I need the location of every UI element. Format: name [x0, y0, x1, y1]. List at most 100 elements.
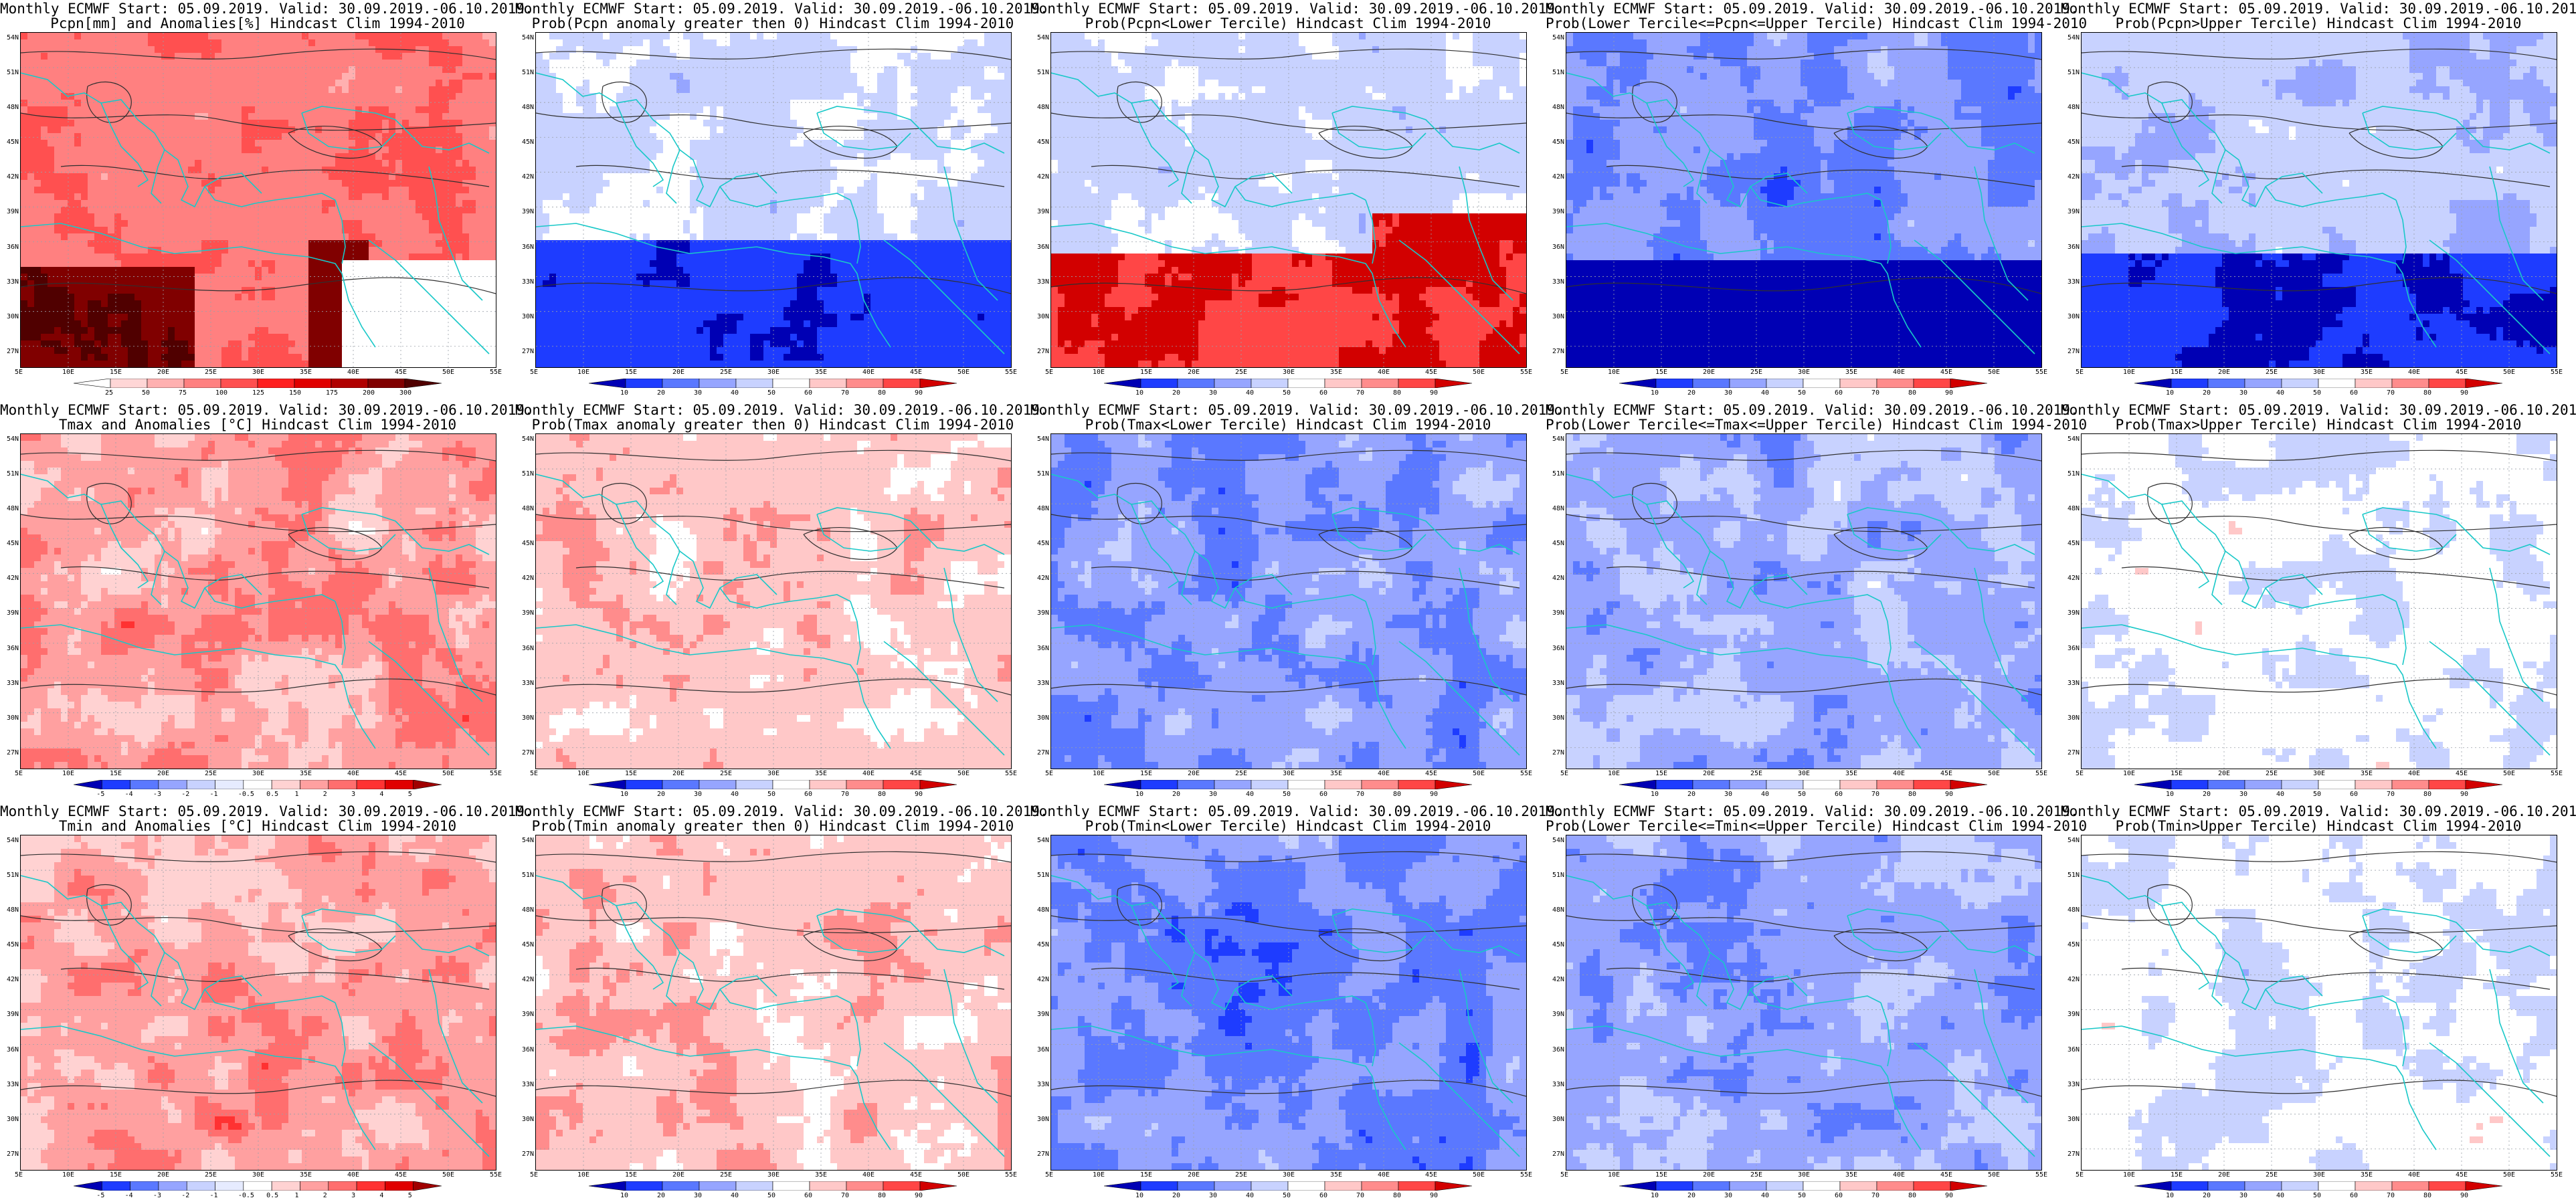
forecast-map — [535, 32, 1012, 368]
colorbar — [1104, 780, 1472, 789]
lon-label: 50E — [442, 770, 454, 777]
climatology-contours — [21, 851, 496, 1097]
lon-label: 20E — [1703, 770, 1715, 777]
colorbar-swatch — [2207, 379, 2245, 388]
lon-label: 15E — [2171, 770, 2183, 777]
colorbar-tick-label: 20 — [1172, 791, 1180, 798]
lon-label: 20E — [1703, 1171, 1715, 1179]
colorbar-tick-label: 70 — [841, 1192, 849, 1199]
lat-label: 48N — [1548, 104, 1564, 111]
colorbar-swatch — [74, 379, 111, 388]
colorbar-tick-label: 30 — [1209, 791, 1217, 798]
lat-label: 36N — [518, 243, 534, 251]
colorbar — [74, 379, 442, 388]
lon-label: 5E — [530, 369, 538, 376]
forecast-field-svg — [2082, 33, 2557, 367]
lon-label: 40E — [2408, 1171, 2420, 1179]
lon-label: 5E — [15, 1171, 23, 1179]
lon-label: 30E — [2313, 770, 2325, 777]
lon-label: 50E — [2503, 1171, 2515, 1179]
lon-label: 40E — [1893, 1171, 1905, 1179]
colorbar-swatch — [2391, 379, 2429, 388]
lat-label: 51N — [518, 470, 534, 478]
lon-label: 45E — [1425, 1171, 1437, 1179]
forecast-field-svg — [21, 434, 496, 769]
colorbar-tick-label: 1 — [294, 791, 298, 798]
lon-label: 55E — [490, 369, 502, 376]
colorbar — [1619, 780, 1987, 789]
colorbar-tick-label: 40 — [2276, 1192, 2284, 1199]
panel-title-line1: Monthly ECMWF Start: 05.09.2019. Valid: … — [2061, 403, 2576, 417]
lat-label: 36N — [518, 645, 534, 652]
colorbar-tick-label: 10 — [1651, 389, 1659, 397]
colorbar-swatch — [1398, 379, 1436, 388]
colorbar-swatch — [735, 379, 773, 388]
lat-label: 39N — [1033, 208, 1049, 215]
lon-label: 15E — [110, 770, 122, 777]
lat-label: 45N — [518, 540, 534, 547]
lat-lon-gridlines — [1051, 434, 1526, 769]
lon-label: 40E — [2408, 770, 2420, 777]
forecast-map — [2081, 835, 2557, 1171]
colorbar-swatch — [1729, 1181, 1767, 1191]
lon-label: 25E — [1235, 369, 1247, 376]
colorbar-tick-label: 90 — [915, 1192, 923, 1199]
forecast-field-svg — [536, 434, 1011, 769]
lat-label: 51N — [518, 872, 534, 879]
map-panel: Monthly ECMWF Start: 05.09.2019. Valid: … — [2061, 401, 2576, 803]
climatology-contours — [1051, 851, 1526, 1097]
lon-label: 10E — [1093, 1171, 1105, 1179]
colorbar-swatch — [1177, 379, 1215, 388]
lon-label: 15E — [1140, 1171, 1152, 1179]
lon-label: 30E — [1798, 770, 1810, 777]
colorbar-tick-label: 30 — [694, 791, 702, 798]
lon-label: 40E — [2408, 369, 2420, 376]
map-panel: Monthly ECMWF Start: 05.09.2019. Valid: … — [1546, 803, 2087, 1204]
lat-lon-gridlines — [2082, 835, 2557, 1170]
colorbar-swatch — [1214, 780, 1252, 789]
colorbar-swatch — [1435, 780, 1472, 789]
colorbar-swatch — [74, 1181, 102, 1191]
forecast-map — [1566, 32, 2042, 368]
lon-label: 50E — [1988, 369, 2000, 376]
colorbar-swatch — [186, 780, 215, 789]
colorbar-swatch — [243, 780, 272, 789]
forecast-field-svg — [536, 835, 1011, 1170]
lat-label: 48N — [3, 505, 19, 512]
colorbar-swatch — [2465, 780, 2502, 789]
colorbar-swatch — [328, 780, 357, 789]
climatology-contours — [536, 851, 1011, 1097]
colorbar-swatch — [2171, 780, 2209, 789]
lat-label: 27N — [1033, 749, 1049, 757]
colorbar-tick-label: 80 — [2423, 389, 2431, 397]
lat-label: 33N — [3, 1081, 19, 1088]
colorbar-tick-label: 80 — [878, 1192, 886, 1199]
lon-label: 55E — [1005, 770, 1017, 777]
lon-label: 10E — [1608, 1171, 1620, 1179]
colorbar-swatch — [1950, 780, 1987, 789]
lon-label: 10E — [62, 770, 74, 777]
climatology-contours — [1051, 449, 1526, 696]
lat-label: 54N — [2063, 435, 2080, 443]
lon-label: 45E — [910, 770, 922, 777]
colorbar-swatch — [699, 1181, 737, 1191]
colorbar-tick-label: 10 — [620, 791, 628, 798]
colorbar-tick-label: 30 — [694, 1192, 702, 1199]
lon-label: 20E — [157, 1171, 169, 1179]
lat-label: 54N — [3, 435, 19, 443]
lon-label: 25E — [205, 369, 217, 376]
colorbar-tick-label: -5 — [96, 791, 104, 798]
lat-label: 33N — [1548, 680, 1564, 687]
colorbar-swatch — [1177, 1181, 1215, 1191]
lon-label: 20E — [2218, 770, 2230, 777]
shaded-field — [2082, 33, 2557, 367]
colorbar-tick-label: 60 — [1835, 1192, 1843, 1199]
lat-label: 36N — [1033, 243, 1049, 251]
lat-lon-gridlines — [536, 434, 1011, 769]
lat-label: 42N — [1033, 976, 1049, 983]
colorbar-swatch — [356, 780, 385, 789]
lat-label: 42N — [518, 575, 534, 582]
colorbar-tick-label: 30 — [694, 389, 702, 397]
panel-title-line2: Pcpn[mm] and Anomalies[%] Hindcast Clim … — [0, 16, 515, 31]
coastlines — [536, 72, 1005, 355]
